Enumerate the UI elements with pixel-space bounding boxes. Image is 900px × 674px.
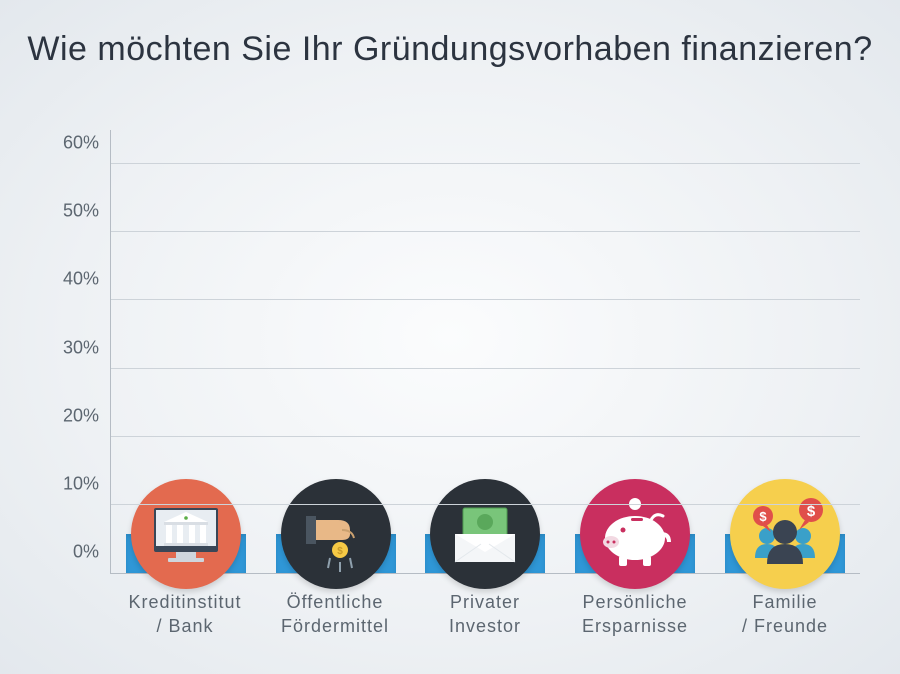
x-label: Privater Investor bbox=[420, 590, 550, 639]
y-tick: 60% bbox=[63, 133, 111, 154]
hand-icon bbox=[281, 479, 391, 589]
grid-line bbox=[111, 231, 860, 232]
bar: 49.4% bbox=[126, 534, 246, 573]
x-labels: Kreditinstitut / Bank Öffentliche Förderm… bbox=[110, 574, 860, 639]
bar-slot: 13% bbox=[420, 534, 550, 573]
piggy-icon bbox=[580, 479, 690, 589]
cash-icon bbox=[430, 479, 540, 589]
x-label: Persönliche Ersparnisse bbox=[570, 590, 700, 639]
y-tick: 30% bbox=[63, 337, 111, 358]
people-icon bbox=[730, 479, 840, 589]
bank-icon bbox=[131, 479, 241, 589]
bar: 60.5% bbox=[575, 534, 695, 573]
y-tick: 20% bbox=[63, 405, 111, 426]
y-tick: 10% bbox=[63, 473, 111, 494]
bar: 13% bbox=[425, 534, 545, 573]
bar: 12.3% bbox=[725, 534, 845, 573]
y-tick: 40% bbox=[63, 269, 111, 290]
plot: 49.4%30.9%13%60.5%12.3% 0%10%20%30%40%50… bbox=[110, 130, 860, 574]
x-label: Kreditinstitut / Bank bbox=[120, 590, 250, 639]
chart-title: Wie möchten Sie Ihr Gründungsvorhaben fi… bbox=[0, 0, 900, 69]
bars-container: 49.4% 30.9% 13% 60.5% 12.3% bbox=[111, 130, 860, 573]
x-label: Familie / Freunde bbox=[720, 590, 850, 639]
bar-slot: 30.9% bbox=[271, 534, 401, 573]
grid-line bbox=[111, 299, 860, 300]
grid-line bbox=[111, 504, 860, 505]
y-tick: 0% bbox=[73, 542, 111, 563]
grid-line bbox=[111, 163, 860, 164]
bar-slot: 49.4% bbox=[121, 534, 251, 573]
bar-slot: 60.5% bbox=[570, 534, 700, 573]
y-tick: 50% bbox=[63, 201, 111, 222]
bar: 30.9% bbox=[276, 534, 396, 573]
x-label: Öffentliche Fördermittel bbox=[270, 590, 400, 639]
grid-line bbox=[111, 368, 860, 369]
chart-area: 49.4% 30.9% 13% 60.5% 12.3% 0% 10% 20% 30% 40% 50… bbox=[50, 130, 860, 574]
bar-slot: 12.3% bbox=[720, 534, 850, 573]
grid-line bbox=[111, 436, 860, 437]
